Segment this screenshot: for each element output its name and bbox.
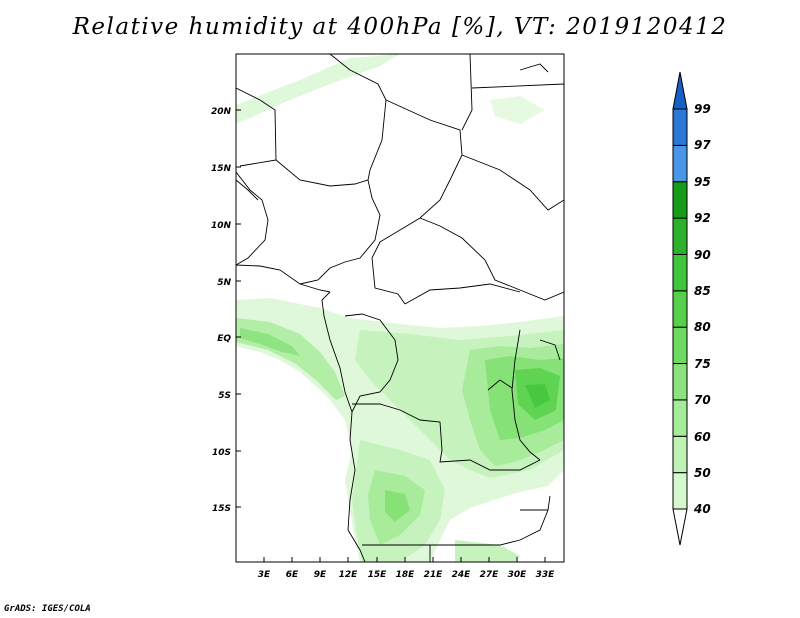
grads-credit: GrADS: IGES/COLA (4, 604, 91, 614)
colorbar-label-70: 70 (694, 393, 711, 407)
colorbar-label-99: 99 (694, 102, 711, 116)
colorbar-swatch-5 (672, 290, 688, 328)
latitude-axis: 20N 15N 10N 5N EQ 5S 10S 15S (211, 107, 241, 514)
country-borders (236, 54, 564, 562)
colorbar-swatch-4 (672, 326, 688, 365)
colorbar-label-80: 80 (694, 320, 711, 334)
colorbar-top-arrow (672, 71, 688, 110)
lat-label-5n: 5N (217, 278, 231, 288)
colorbar-label-97: 97 (694, 138, 711, 152)
colorbar-label-60: 60 (694, 430, 711, 444)
lat-label-eq: EQ (217, 334, 231, 344)
lat-label-10n: 10N (211, 221, 232, 231)
lon-label-18e: 18E (396, 570, 416, 580)
colorbar-swatch-3 (672, 363, 688, 401)
colorbar-label-40: 40 (693, 502, 711, 516)
lon-label-3e: 3E (258, 570, 271, 580)
lat-label-20n: 20N (211, 107, 232, 117)
lon-label-24e: 24E (452, 570, 472, 580)
colorbar-swatch-2 (672, 399, 688, 437)
lon-label-30e: 30E (508, 570, 528, 580)
colorbar-label-85: 85 (694, 284, 711, 298)
lon-label-33e: 33E (536, 570, 556, 580)
colorbar-swatch-7 (672, 217, 688, 255)
colorbar-swatch-9 (672, 144, 688, 183)
colorbar: 40 50 60 70 75 80 85 90 92 95 97 99 (672, 71, 711, 546)
lon-label-9e: 9E (314, 570, 327, 580)
colorbar-label-50: 50 (694, 466, 711, 480)
colorbar-swatch-10 (672, 108, 688, 146)
map-frame (235, 53, 565, 563)
lat-label-5s: 5S (218, 391, 231, 401)
lon-label-27e: 27E (480, 570, 500, 580)
colorbar-swatch-1 (672, 435, 688, 474)
colorbar-swatch-0 (672, 472, 688, 510)
lat-label-15n: 15N (211, 164, 232, 174)
lon-label-15e: 15E (368, 570, 388, 580)
map-title: Relative humidity at 400hPa [%], VT: 201… (72, 14, 728, 40)
colorbar-label-90: 90 (694, 248, 711, 262)
lat-label-10s: 10S (212, 448, 231, 458)
colorbar-bottom-arrow (672, 508, 688, 546)
colorbar-swatch-8 (672, 181, 688, 219)
lon-label-21e: 21E (424, 570, 444, 580)
humidity-shading (236, 54, 564, 562)
lat-label-15s: 15S (212, 504, 231, 514)
lon-label-6e: 6E (286, 570, 299, 580)
colorbar-swatch-6 (672, 253, 688, 292)
longitude-axis: 3E 6E 9E 12E 15E 18E 21E 24E 27E 30E 33E (258, 557, 555, 580)
lon-label-12e: 12E (339, 570, 359, 580)
colorbar-label-92: 92 (694, 211, 711, 225)
colorbar-label-75: 75 (694, 357, 711, 371)
colorbar-label-95: 95 (694, 175, 711, 189)
